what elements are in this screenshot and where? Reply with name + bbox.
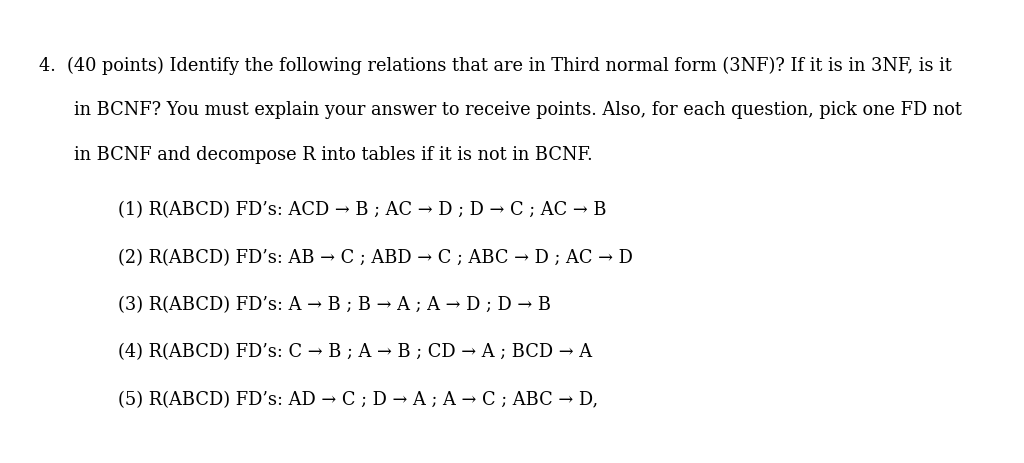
Text: 4.  (40 points) Identify the following relations that are in Third normal form (: 4. (40 points) Identify the following re… bbox=[39, 56, 951, 75]
Text: (2) R(ABCD) FD’s: AB → C ; ABD → C ; ABC → D ; AC → D: (2) R(ABCD) FD’s: AB → C ; ABD → C ; ABC… bbox=[118, 248, 633, 266]
Text: in BCNF? You must explain your answer to receive points. Also, for each question: in BCNF? You must explain your answer to… bbox=[74, 101, 962, 119]
Text: (4) R(ABCD) FD’s: C → B ; A → B ; CD → A ; BCD → A: (4) R(ABCD) FD’s: C → B ; A → B ; CD → A… bbox=[118, 343, 592, 361]
Text: (3) R(ABCD) FD’s: A → B ; B → A ; A → D ; D → B: (3) R(ABCD) FD’s: A → B ; B → A ; A → D … bbox=[118, 295, 551, 313]
Text: in BCNF and decompose R into tables if it is not in BCNF.: in BCNF and decompose R into tables if i… bbox=[74, 145, 592, 163]
Text: (5) R(ABCD) FD’s: AD → C ; D → A ; A → C ; ABC → D,: (5) R(ABCD) FD’s: AD → C ; D → A ; A → C… bbox=[118, 390, 598, 408]
Text: (1) R(ABCD) FD’s: ACD → B ; AC → D ; D → C ; AC → B: (1) R(ABCD) FD’s: ACD → B ; AC → D ; D →… bbox=[118, 201, 606, 219]
